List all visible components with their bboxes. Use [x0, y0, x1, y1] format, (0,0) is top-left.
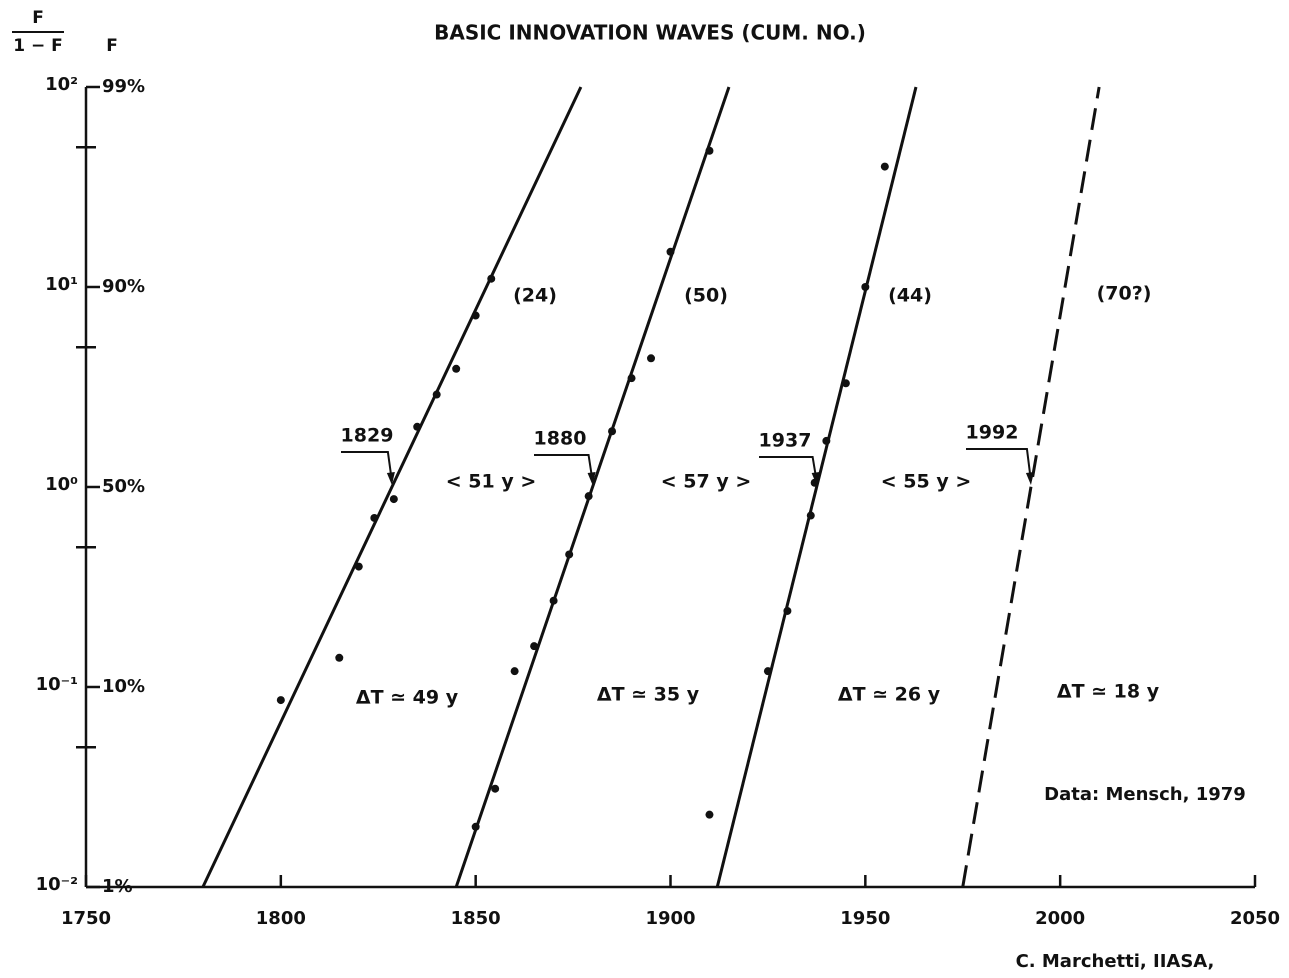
data-point	[763, 667, 772, 676]
data-point	[705, 146, 714, 155]
arrow-head	[587, 472, 596, 485]
y-percent-label: 50%	[102, 476, 145, 497]
arrow-head	[1025, 472, 1034, 485]
midpoint-arrow	[341, 451, 393, 482]
data-point	[584, 492, 593, 501]
gap-label: < 57 y >	[661, 471, 752, 493]
data-point	[806, 511, 815, 520]
midpoint-label: 1992	[966, 422, 1019, 444]
x-tick-label: 2050	[1230, 908, 1280, 929]
x-tick-label: 1900	[645, 908, 695, 929]
x-tick-label: 1800	[256, 908, 306, 929]
trend-line	[961, 86, 1101, 888]
data-point	[705, 810, 714, 819]
x-tick-label: 1750	[61, 908, 111, 929]
trend-line	[715, 86, 918, 888]
data-point	[487, 274, 496, 283]
delta-label: ΔT ≃ 49 y	[356, 687, 459, 709]
midpoint-arrow	[534, 454, 594, 482]
y-percent-label: 1%	[102, 876, 133, 897]
y-percent-label: 99%	[102, 76, 145, 97]
data-point	[510, 667, 519, 676]
x-tick-label: 2000	[1035, 908, 1085, 929]
x-tick-label: 1850	[451, 908, 501, 929]
y-tick-label: 10²	[45, 74, 78, 95]
gap-label: < 55 y >	[881, 471, 972, 493]
data-point	[335, 653, 344, 662]
data-point	[491, 784, 500, 793]
data-point	[647, 354, 656, 363]
arrow-head	[386, 472, 395, 485]
data-point	[880, 162, 889, 171]
x-tick-label: 1950	[840, 908, 890, 929]
data-point	[370, 513, 379, 522]
data-point	[432, 390, 441, 399]
data-point	[666, 247, 675, 256]
y-percent-label: 90%	[102, 276, 145, 297]
data-point	[627, 374, 636, 383]
y-tick-label: 10⁰	[45, 474, 78, 495]
data-point	[452, 364, 461, 373]
data-point	[783, 606, 792, 615]
data-point	[276, 696, 285, 705]
data-point	[471, 822, 480, 831]
data-point	[822, 436, 831, 445]
data-point	[530, 642, 539, 651]
trend-line	[201, 86, 583, 888]
count-label: (70?)	[1097, 283, 1152, 305]
delta-label: ΔT ≃ 18 y	[1057, 681, 1160, 703]
count-label: (24)	[513, 285, 557, 307]
y-tick-label: 10⁻²	[36, 874, 78, 895]
delta-label: ΔT ≃ 35 y	[597, 684, 700, 706]
delta-label: ΔT ≃ 26 y	[838, 684, 941, 706]
data-point	[471, 311, 480, 320]
y-tick-label: 10¹	[45, 274, 78, 295]
midpoint-label: 1829	[341, 425, 394, 447]
y-percent-axis-label: F	[106, 36, 118, 56]
count-label: (50)	[684, 285, 728, 307]
y-tick-label: 10⁻¹	[36, 674, 78, 695]
gap-label: < 51 y >	[446, 471, 537, 493]
midpoint-label: 1880	[534, 428, 587, 450]
midpoint-arrow	[966, 448, 1032, 482]
count-label: (44)	[888, 285, 932, 307]
trend-line	[454, 86, 731, 888]
data-point	[841, 379, 850, 388]
data-point	[354, 562, 363, 571]
midpoint-label: 1937	[759, 430, 812, 452]
y-label-numerator: F	[32, 8, 44, 28]
data-point	[389, 495, 398, 504]
data-point	[861, 283, 870, 291]
y-label-denominator: 1 − F	[13, 36, 63, 56]
data-point	[608, 427, 617, 436]
arrow-head	[811, 472, 820, 485]
y-percent-label: 10%	[102, 676, 145, 697]
data-point	[565, 550, 574, 559]
credit: C. Marchetti, IIASA,	[1016, 951, 1215, 972]
data-point	[413, 422, 422, 431]
data-point	[549, 596, 558, 605]
chart-title: BASIC INNOVATION WAVES (CUM. NO.)	[434, 21, 866, 45]
source-note: Data: Mensch, 1979	[1044, 784, 1246, 805]
